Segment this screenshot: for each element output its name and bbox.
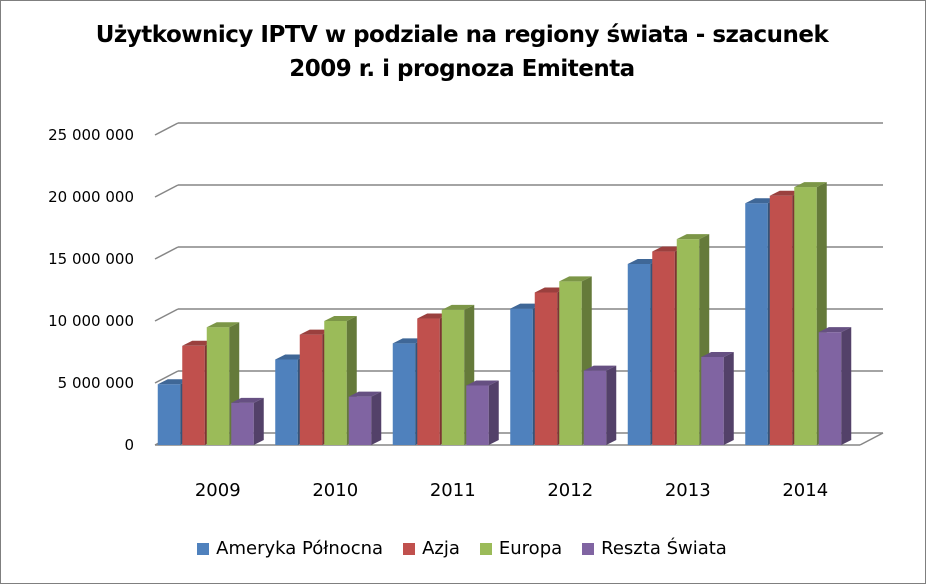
bar-front [324, 321, 347, 445]
x-tick-label: 2010 [312, 480, 358, 501]
bar-front [818, 332, 842, 445]
legend-label: Reszta Świata [601, 538, 727, 559]
gridline-diag [154, 246, 179, 260]
bar-top [348, 391, 382, 397]
bar-top [417, 313, 450, 319]
bar-front [794, 187, 817, 445]
legend-label: Ameryka Północna [216, 538, 384, 559]
bar-top [583, 365, 617, 371]
bar-front [206, 327, 230, 445]
bar-front [466, 385, 489, 445]
chart-title-line-2: 2009 r. i prognoza Emitenta [289, 56, 635, 82]
bar-top [182, 340, 215, 346]
bar-front [583, 370, 607, 445]
legend-label: Azja [422, 538, 460, 559]
bar-reszta-świata-2010 [348, 391, 382, 445]
bar-reszta-świata-2012 [583, 365, 617, 445]
bar-top [392, 338, 426, 344]
bar-top [559, 276, 592, 282]
bar-top [275, 354, 308, 360]
bar-top [466, 380, 499, 386]
bar-side [488, 380, 499, 445]
legend-item: Europa [479, 538, 563, 559]
bar-front [299, 334, 323, 445]
bar-front [231, 402, 254, 445]
bar-reszta-świata-2009 [231, 397, 264, 445]
bar-front [676, 239, 700, 445]
bar-front [745, 203, 768, 445]
bar-side [253, 397, 264, 445]
bar-top [701, 351, 734, 357]
y-tick-label: 15 000 000 [48, 250, 134, 268]
bar-top [324, 316, 357, 321]
bar-front [275, 359, 298, 445]
y-tick-label: 5 000 000 [58, 374, 134, 392]
gridline-diag [154, 184, 179, 198]
legend-swatch [197, 542, 210, 555]
bar-side [841, 327, 852, 445]
x-tick-label: 2013 [665, 480, 711, 501]
bar-side [723, 351, 734, 445]
bar-side [371, 391, 382, 445]
bar-front [348, 396, 372, 445]
x-tick-label: 2011 [430, 480, 476, 501]
bar-front [559, 281, 582, 445]
bar-front [510, 308, 533, 445]
legend-item: Reszta Świata [582, 538, 727, 559]
bar-front [652, 251, 675, 445]
bar-top [652, 246, 685, 252]
bar-top [794, 182, 827, 188]
bar-top [627, 258, 661, 264]
bar-front [701, 356, 724, 445]
bar-front [182, 345, 205, 445]
legend-item: Ameryka Północna [197, 538, 383, 559]
x-tick-label: 2014 [782, 480, 828, 501]
bar-top [534, 287, 568, 293]
y-tick-label: 20 000 000 [48, 188, 134, 206]
bar-front [534, 292, 558, 445]
bar-top [769, 190, 803, 196]
bar-front [392, 343, 416, 445]
y-tick-label: 25 000 000 [48, 126, 134, 144]
x-tick-label: 2009 [195, 480, 241, 501]
bar-front [441, 309, 465, 445]
x-tick-label: 2012 [547, 480, 593, 501]
bar-top [206, 322, 240, 328]
bar-reszta-świata-2011 [466, 380, 499, 445]
bar-top [745, 198, 778, 204]
bar-top [441, 304, 475, 310]
bar-side [606, 365, 617, 445]
chart-title-line-1: Użytkownicy IPTV w podziale na regiony ś… [95, 22, 829, 48]
chart-title: Użytkownicy IPTV w podziale na regiony ś… [0, 18, 924, 86]
y-tick-label: 10 000 000 [48, 312, 134, 330]
bar-front [157, 384, 181, 445]
gridline-diag [154, 122, 179, 136]
bar-top [231, 397, 264, 403]
gridline-diag [154, 370, 179, 384]
bar-top [818, 327, 852, 333]
legend-swatch [479, 542, 492, 555]
bar-top [299, 329, 333, 335]
legend-label: Europa [498, 538, 563, 559]
floor-side-edge [859, 432, 884, 446]
bar-front [417, 318, 440, 445]
gridline-diag [154, 308, 179, 322]
bar-front [627, 263, 651, 445]
bar-reszta-świata-2014 [818, 327, 852, 445]
legend-item: Azja [403, 538, 460, 559]
bar-top [157, 379, 191, 385]
y-tick-label: 0 [124, 436, 134, 454]
bar-front [769, 195, 793, 445]
bar-reszta-świata-2013 [701, 351, 734, 445]
legend-swatch [582, 542, 595, 555]
bar-top [510, 303, 543, 309]
bar-top [676, 234, 710, 240]
legend-swatch [403, 542, 416, 555]
chart-legend: Ameryka Północna Azja Europa Reszta Świata [0, 538, 924, 559]
